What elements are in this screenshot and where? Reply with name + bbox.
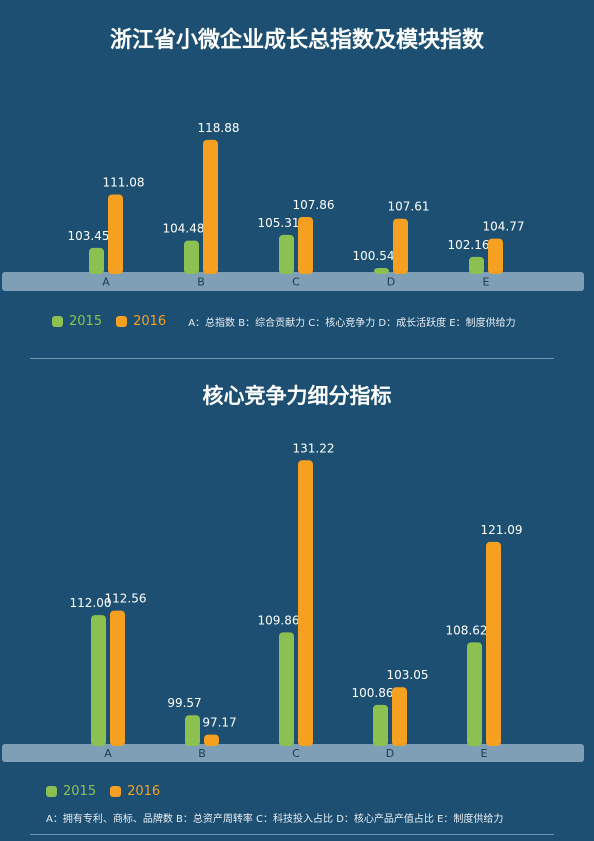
bar-2016-C — [298, 460, 313, 746]
bar-2015-E — [469, 256, 484, 274]
legend-swatch-2016 — [116, 316, 128, 327]
axis-band — [2, 744, 584, 762]
data-label-2015-B: 99.57 — [167, 696, 201, 710]
bar-2015-A — [89, 247, 104, 274]
data-label-2016-B: 118.88 — [198, 121, 240, 135]
data-label-2015-C: 109.86 — [258, 613, 300, 627]
bar-2016-B — [203, 139, 218, 274]
data-label-2016-E: 121.09 — [481, 523, 523, 537]
data-label-2015-D: 100.54 — [353, 249, 395, 263]
bar-2016-A — [110, 610, 125, 746]
legend-swatch-2015 — [52, 316, 63, 327]
legend2-2016: 2016 — [110, 784, 160, 799]
bar-2015-E — [467, 642, 482, 746]
bar-2015-D — [374, 268, 389, 274]
tick-label-E: E — [483, 276, 490, 289]
data-label-2015-B: 104.48 — [163, 222, 205, 236]
tick-label-B: B — [198, 747, 206, 760]
bar-2015-C — [279, 632, 294, 746]
data-label-2016-D: 107.61 — [388, 200, 430, 214]
axis-band — [2, 272, 584, 291]
bar-2016-D — [392, 687, 407, 746]
legend2-swatch-2016 — [110, 786, 122, 797]
data-label-2016-D: 103.05 — [387, 668, 429, 682]
legend-label-2015: 2015 — [69, 314, 103, 329]
data-label-2016-B: 97.17 — [202, 716, 236, 730]
bar-2016-B — [204, 734, 219, 746]
legend-2016: 2016 — [116, 314, 166, 329]
data-label-2016-A: 112.56 — [105, 592, 147, 606]
data-label-2015-D: 100.86 — [352, 686, 394, 700]
data-label-2015-A: 103.45 — [68, 229, 110, 243]
data-label-2015-C: 105.31 — [258, 216, 300, 230]
section-divider — [30, 358, 554, 359]
bar-2016-A — [108, 194, 123, 274]
bottom-divider — [30, 834, 554, 835]
bar-2015-C — [279, 234, 294, 274]
tick-label-E: E — [481, 747, 488, 760]
legend2-2015: 2015 — [46, 784, 96, 799]
bar-2015-A — [91, 615, 106, 746]
bar-2015-B — [185, 715, 200, 746]
tick-label-A: A — [104, 747, 112, 760]
data-label-2016-C: 131.22 — [293, 441, 335, 455]
data-label-2015-A: 112.00 — [70, 596, 112, 610]
bar-2016-E — [486, 541, 501, 746]
tick-label-A: A — [102, 276, 110, 289]
chart2-title: 核心竞争力细分指标 — [202, 384, 392, 408]
data-label-2016-E: 104.77 — [483, 220, 525, 234]
legend-label-2016: 2016 — [133, 314, 167, 329]
tick-label-B: B — [197, 276, 205, 289]
data-label-2015-E: 102.16 — [448, 238, 490, 252]
tick-label-C: C — [292, 276, 300, 289]
chart1-legend: 2015 2016 A：总指数 B：综合贡献力 C：核心竞争力 D：成长活跃度 … — [52, 314, 516, 329]
bar-2015-D — [373, 704, 388, 746]
legend2-swatch-2015 — [46, 786, 57, 797]
chart1-plot: 103.45 111.08 A 104.48 118.88 B 105.31 107.86 C 1… — [2, 121, 584, 291]
tick-label-D: D — [386, 747, 394, 760]
legend-2015: 2015 — [52, 314, 102, 329]
legend2-label-2016: 2016 — [127, 784, 161, 799]
data-label-2016-A: 111.08 — [103, 175, 145, 189]
bar-2016-C — [298, 216, 313, 274]
tick-label-C: C — [292, 747, 300, 760]
legend2-label-2015: 2015 — [63, 784, 97, 799]
tick-label-D: D — [387, 276, 395, 289]
chart2-legend: 2015 2016 — [46, 784, 174, 799]
chart1-category-note: A：总指数 B：综合贡献力 C：核心竞争力 D：成长活跃度 E：制度供给力 — [188, 318, 516, 329]
data-label-2015-E: 108.62 — [446, 623, 488, 637]
chart1-title: 浙江省小微企业成长总指数及模块指数 — [109, 28, 484, 53]
bar-2015-B — [184, 240, 199, 274]
bar-2016-D — [393, 218, 408, 274]
bar-2016-E — [488, 238, 503, 274]
data-label-2016-C: 107.86 — [293, 198, 335, 212]
chart2-category-note: A：拥有专利、商标、品牌数 B：总资产周转率 C：科技投入占比 D：核心产品产值… — [46, 814, 504, 825]
